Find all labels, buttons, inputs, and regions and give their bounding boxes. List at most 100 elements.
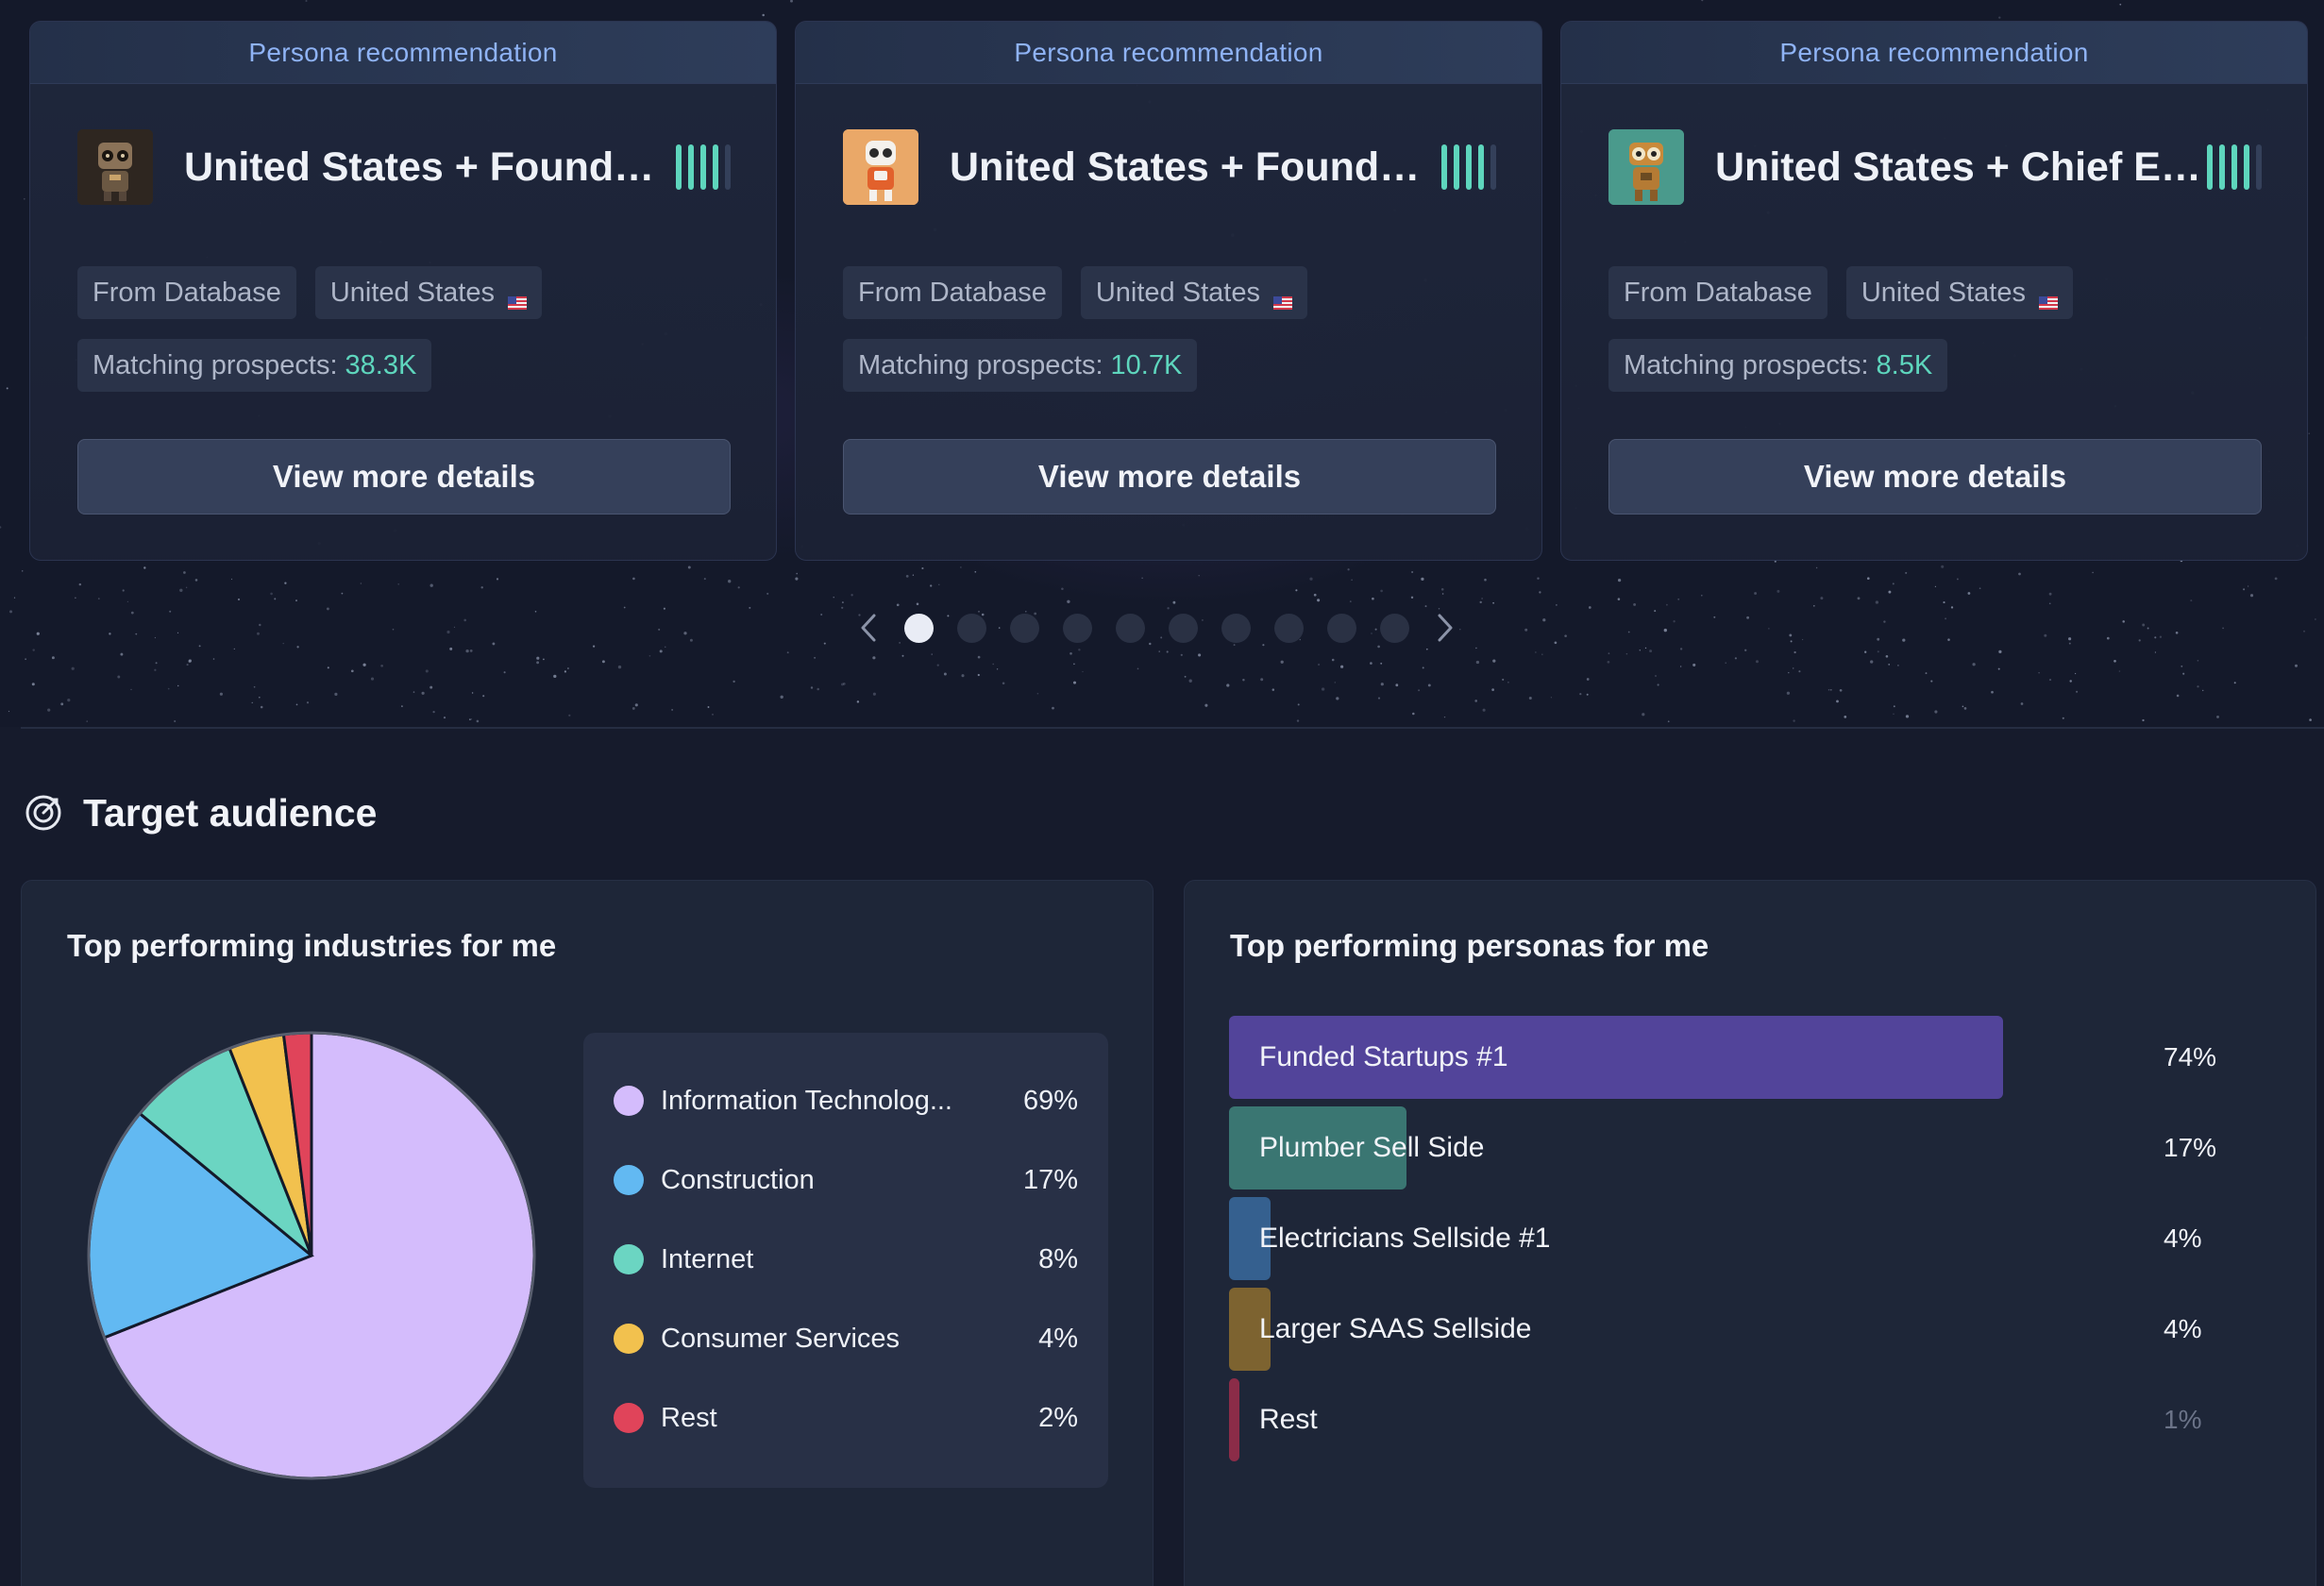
star-dot bbox=[1756, 660, 1759, 664]
star-dot bbox=[762, 13, 765, 17]
star-dot bbox=[1297, 703, 1300, 706]
star-dot bbox=[1588, 606, 1591, 609]
carousel-dot[interactable] bbox=[1010, 613, 1039, 643]
star-dot bbox=[568, 714, 571, 717]
star-dot bbox=[1482, 708, 1486, 712]
chevron-right-icon[interactable] bbox=[1426, 604, 1464, 651]
persona-bar-value: 4% bbox=[2164, 1223, 2202, 1253]
carousel-dot[interactable] bbox=[1221, 613, 1251, 643]
star-dot bbox=[130, 611, 134, 615]
star-dot bbox=[2118, 670, 2121, 672]
star-dot bbox=[912, 574, 915, 576]
star-dot bbox=[978, 611, 980, 613]
carousel-dot[interactable] bbox=[904, 613, 934, 643]
star-dot bbox=[1897, 665, 1899, 666]
view-details-button[interactable]: View more details bbox=[843, 439, 1496, 515]
star-dot bbox=[632, 706, 635, 710]
star-dot bbox=[1888, 590, 1892, 594]
star-dot bbox=[1377, 697, 1381, 700]
star-dot bbox=[1036, 692, 1039, 695]
legend-item[interactable]: Construction 17% bbox=[614, 1161, 1078, 1199]
star-dot bbox=[425, 669, 429, 673]
star-dot bbox=[1374, 628, 1377, 631]
star-dot bbox=[1188, 679, 1192, 683]
legend-value: 69% bbox=[1022, 1085, 1078, 1116]
persona-bar-row[interactable]: Funded Startups #1 74% bbox=[1229, 1016, 2258, 1099]
signal-bar bbox=[2231, 144, 2237, 190]
star-dot bbox=[1877, 650, 1879, 653]
persona-bar-row[interactable]: Larger SAAS Sellside 4% bbox=[1229, 1288, 2258, 1371]
carousel-dot[interactable] bbox=[1274, 613, 1304, 643]
personas-panel: Top performing personas for me bbox=[1184, 880, 2316, 1586]
carousel-dot[interactable] bbox=[1380, 613, 1409, 643]
star-dot bbox=[463, 618, 467, 622]
star-dot bbox=[841, 601, 844, 604]
source-chip-label: From Database bbox=[93, 277, 281, 308]
legend-item[interactable]: Internet 8% bbox=[614, 1240, 1078, 1278]
star-dot bbox=[1025, 611, 1027, 613]
persona-bar-row[interactable]: Plumber Sell Side 17% bbox=[1229, 1106, 2258, 1190]
view-details-button[interactable]: View more details bbox=[1608, 439, 2262, 515]
star-dot bbox=[198, 645, 201, 648]
star-dot bbox=[2201, 689, 2204, 692]
star-dot bbox=[1318, 663, 1321, 666]
legend-value: 8% bbox=[1038, 1243, 1078, 1274]
star-dot bbox=[1666, 603, 1668, 606]
star-dot bbox=[683, 632, 687, 635]
star-dot bbox=[1340, 665, 1344, 668]
star-dot bbox=[1539, 591, 1541, 594]
legend-item[interactable]: Information Technolog... 69% bbox=[614, 1082, 1078, 1120]
star-dot bbox=[930, 584, 933, 587]
star-dot bbox=[543, 658, 545, 661]
star-dot bbox=[1625, 652, 1628, 655]
star-dot bbox=[380, 664, 383, 667]
signal-bar bbox=[700, 144, 706, 190]
star-dot bbox=[1792, 667, 1794, 669]
legend-label: Rest bbox=[661, 1402, 717, 1433]
star-dot bbox=[1524, 628, 1528, 632]
star-dot bbox=[1893, 713, 1895, 715]
star-dot bbox=[1052, 706, 1054, 710]
star-dot bbox=[1857, 597, 1861, 600]
star-dot bbox=[1484, 578, 1487, 582]
star-dot bbox=[1441, 593, 1444, 595]
country-chip-label: United States bbox=[1861, 277, 2026, 308]
star-dot bbox=[1679, 648, 1683, 650]
view-details-button[interactable]: View more details bbox=[77, 439, 731, 515]
carousel-dot[interactable] bbox=[1327, 613, 1356, 643]
legend-value: 2% bbox=[1038, 1402, 1078, 1433]
chevron-left-icon[interactable] bbox=[850, 604, 887, 651]
star-dot bbox=[1991, 690, 1994, 694]
match-strength-bars bbox=[2207, 143, 2262, 191]
star-dot bbox=[733, 680, 735, 683]
carousel-dots bbox=[904, 613, 1409, 643]
star-dot bbox=[632, 577, 635, 581]
star-dot bbox=[421, 691, 425, 695]
star-dot bbox=[1198, 653, 1202, 657]
persona-bar-row[interactable]: Rest 1% bbox=[1229, 1378, 2258, 1461]
star-dot bbox=[1607, 660, 1610, 664]
star-dot bbox=[117, 675, 121, 679]
legend-item[interactable]: Rest 2% bbox=[614, 1399, 1078, 1437]
legend-item[interactable]: Consumer Services 4% bbox=[614, 1320, 1078, 1358]
star-dot bbox=[470, 718, 473, 720]
carousel-dot[interactable] bbox=[1169, 613, 1198, 643]
star-dot bbox=[251, 701, 253, 704]
prospects-label: Matching prospects: bbox=[1624, 349, 1869, 380]
robot-teal-avatar bbox=[1608, 129, 1684, 205]
carousel-dot[interactable] bbox=[1116, 613, 1145, 643]
persona-bar-row[interactable]: Electricians Sellside #1 4% bbox=[1229, 1197, 2258, 1280]
carousel-dot[interactable] bbox=[1063, 613, 1092, 643]
star-dot bbox=[326, 607, 329, 611]
star-dot bbox=[23, 197, 25, 200]
star-dot bbox=[1746, 616, 1750, 619]
star-dot bbox=[658, 628, 661, 631]
star-dot bbox=[707, 706, 710, 708]
star-dot bbox=[2142, 718, 2145, 722]
persona-bar bbox=[1229, 1016, 2003, 1099]
star-dot bbox=[1198, 574, 1200, 577]
star-dot bbox=[397, 582, 400, 585]
star-dot bbox=[503, 671, 506, 674]
star-dot bbox=[1956, 578, 1959, 581]
carousel-dot[interactable] bbox=[957, 613, 986, 643]
